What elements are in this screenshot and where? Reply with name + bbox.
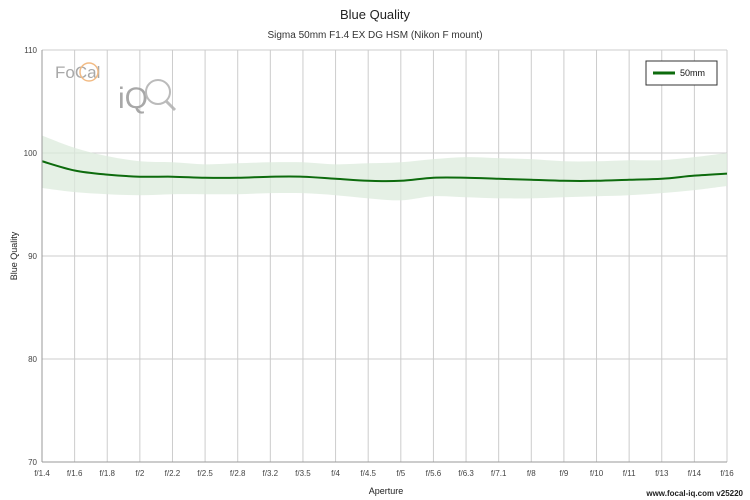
magnifier-handle	[164, 99, 177, 112]
footer-credit: www.focal-iq.com v25220	[645, 489, 743, 498]
chart-subtitle: Sigma 50mm F1.4 EX DG HSM (Nikon F mount…	[267, 30, 482, 41]
confidence-band	[42, 135, 727, 201]
magnifier-icon	[145, 79, 171, 105]
y-tick-label: 80	[28, 355, 37, 364]
y-tick-labels: 70 80 90 100 110	[24, 46, 38, 467]
x-tick-label: f/4.5	[360, 469, 376, 478]
x-tick-label: f/3.2	[263, 469, 279, 478]
logo-text-focal: FoCal	[55, 63, 100, 82]
series-line-50mm	[41, 160, 728, 183]
chart-title: Blue Quality	[340, 7, 411, 22]
x-tick-label: f/8	[527, 469, 536, 478]
x-tick-labels: f/1.4 f/1.6 f/1.8 f/2 f/2.2 f/2.5 f/2.8 f/3.2 f/…	[34, 469, 734, 478]
x-tick-label: f/2.2	[165, 469, 181, 478]
x-tick-label: f/2.8	[230, 469, 246, 478]
logo-text-iq: iQ	[118, 82, 148, 115]
x-tick-label: f/5.6	[426, 469, 442, 478]
watermark-logo: FoCal iQ	[55, 62, 177, 115]
x-tick-label: f/4	[331, 469, 340, 478]
x-tick-label: f/1.8	[99, 469, 115, 478]
x-tick-label: f/3.5	[295, 469, 311, 478]
x-tick-label: f/1.6	[67, 469, 83, 478]
y-tick-label: 70	[28, 458, 37, 467]
logo-ring-icon	[79, 62, 99, 82]
x-tick-label: f/5	[396, 469, 405, 478]
x-tick-label: f/14	[688, 469, 702, 478]
x-tick-label: f/10	[590, 469, 604, 478]
legend[interactable]: 50mm	[645, 60, 718, 86]
y-axis-label: Blue Quality	[9, 231, 19, 280]
x-tick-label: f/11	[623, 469, 636, 478]
x-tick-label: f/9	[559, 469, 568, 478]
y-tick-label: 100	[24, 149, 38, 158]
y-tick-label: 90	[28, 252, 37, 261]
y-tick-label: 110	[24, 46, 37, 55]
x-tick-label: f/1.4	[34, 469, 50, 478]
legend-label-50mm: 50mm	[680, 68, 705, 78]
x-tick-label: f/16	[720, 469, 734, 478]
x-tick-label: f/13	[655, 469, 669, 478]
x-axis-label: Aperture	[369, 486, 404, 496]
x-tick-label: f/2.5	[197, 469, 213, 478]
x-tick-label: f/7.1	[491, 469, 507, 478]
x-tick-label: f/6.3	[458, 469, 474, 478]
x-tick-label: f/2	[135, 469, 144, 478]
